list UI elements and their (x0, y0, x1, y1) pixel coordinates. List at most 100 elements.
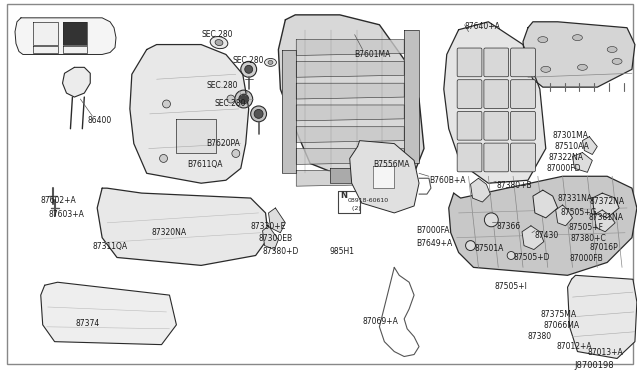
Polygon shape (568, 275, 637, 359)
Text: 87322NA: 87322NA (548, 154, 584, 163)
Polygon shape (573, 153, 593, 172)
Text: 87000FB: 87000FB (570, 253, 604, 263)
Text: 87069+A: 87069+A (363, 317, 399, 326)
Polygon shape (15, 18, 116, 54)
Text: 08918-60610: 08918-60610 (348, 198, 389, 203)
Polygon shape (296, 105, 404, 121)
Text: 985H1: 985H1 (330, 247, 355, 256)
Polygon shape (63, 22, 87, 45)
Text: 86400: 86400 (87, 116, 111, 125)
Text: 87300EB: 87300EB (259, 234, 292, 243)
Polygon shape (269, 208, 285, 233)
Text: 87505+G: 87505+G (561, 208, 597, 217)
Text: 87012+A: 87012+A (557, 341, 592, 351)
Circle shape (484, 213, 499, 227)
Ellipse shape (239, 94, 249, 104)
Polygon shape (296, 148, 404, 164)
FancyBboxPatch shape (511, 143, 536, 172)
Circle shape (465, 241, 476, 251)
Polygon shape (404, 30, 419, 163)
Polygon shape (63, 45, 87, 54)
Polygon shape (41, 282, 177, 344)
Text: 87301MA: 87301MA (553, 131, 589, 140)
Text: 87366: 87366 (496, 222, 520, 231)
FancyBboxPatch shape (457, 80, 482, 108)
Polygon shape (470, 178, 490, 202)
Polygon shape (296, 127, 404, 142)
Ellipse shape (607, 46, 617, 52)
Text: 87505+I: 87505+I (494, 282, 527, 291)
Polygon shape (444, 22, 546, 183)
Polygon shape (278, 15, 424, 183)
Ellipse shape (264, 58, 276, 66)
Ellipse shape (210, 36, 228, 49)
Text: SEC.280: SEC.280 (206, 81, 237, 90)
Text: 87380+D: 87380+D (262, 247, 299, 256)
Polygon shape (449, 176, 637, 275)
FancyBboxPatch shape (511, 48, 536, 77)
Text: J8700198: J8700198 (575, 362, 614, 371)
Text: B7556MA: B7556MA (374, 160, 410, 169)
Polygon shape (349, 141, 419, 213)
Polygon shape (97, 188, 269, 265)
Text: 87016P: 87016P (589, 243, 618, 251)
Polygon shape (177, 119, 216, 154)
Text: 87603+A: 87603+A (49, 210, 84, 219)
Polygon shape (556, 205, 573, 226)
Text: 87372NA: 87372NA (589, 197, 625, 206)
Circle shape (163, 100, 170, 108)
Polygon shape (523, 22, 635, 87)
Polygon shape (33, 45, 58, 54)
Text: 87374: 87374 (76, 319, 100, 328)
Polygon shape (296, 61, 404, 77)
FancyBboxPatch shape (457, 111, 482, 140)
Polygon shape (296, 170, 404, 186)
Text: 87066MA: 87066MA (544, 321, 580, 330)
Text: 87430: 87430 (535, 231, 559, 240)
FancyBboxPatch shape (511, 111, 536, 140)
Ellipse shape (541, 66, 551, 72)
Circle shape (227, 95, 235, 103)
Text: (2): (2) (348, 206, 360, 211)
Text: B7649+A: B7649+A (416, 239, 452, 248)
Polygon shape (282, 49, 296, 173)
Ellipse shape (215, 39, 223, 46)
Text: 87510AA: 87510AA (555, 142, 589, 151)
Polygon shape (522, 226, 544, 250)
Text: 87320NA: 87320NA (152, 228, 187, 237)
Text: B7620PA: B7620PA (206, 139, 240, 148)
FancyBboxPatch shape (511, 80, 536, 108)
Polygon shape (330, 169, 360, 183)
FancyBboxPatch shape (484, 48, 509, 77)
FancyBboxPatch shape (457, 143, 482, 172)
Polygon shape (296, 83, 404, 99)
FancyBboxPatch shape (484, 143, 509, 172)
Polygon shape (593, 193, 619, 218)
Text: 87380+B: 87380+B (496, 181, 532, 190)
Polygon shape (130, 45, 249, 183)
Ellipse shape (538, 36, 548, 42)
FancyBboxPatch shape (484, 80, 509, 108)
Text: B7611QA: B7611QA (188, 160, 223, 169)
Polygon shape (338, 191, 360, 213)
Ellipse shape (235, 90, 253, 108)
Ellipse shape (244, 65, 253, 73)
Polygon shape (296, 39, 404, 55)
Circle shape (232, 150, 240, 157)
Text: B7000FA: B7000FA (416, 226, 449, 235)
Text: 87501A: 87501A (474, 244, 504, 253)
FancyBboxPatch shape (484, 111, 509, 140)
Ellipse shape (612, 58, 622, 64)
Ellipse shape (268, 60, 273, 64)
Text: 87330+E: 87330+E (251, 222, 286, 231)
Text: 87381NA: 87381NA (588, 213, 623, 222)
Text: SEC.280: SEC.280 (214, 99, 246, 108)
Text: 87331NA: 87331NA (557, 194, 593, 203)
Ellipse shape (254, 109, 263, 118)
Polygon shape (262, 226, 278, 250)
Text: 87013+A: 87013+A (588, 347, 623, 357)
Text: 87375MA: 87375MA (541, 310, 577, 319)
Text: SEC.280: SEC.280 (201, 30, 233, 39)
Text: B760B+A: B760B+A (429, 176, 465, 185)
Ellipse shape (573, 35, 582, 41)
